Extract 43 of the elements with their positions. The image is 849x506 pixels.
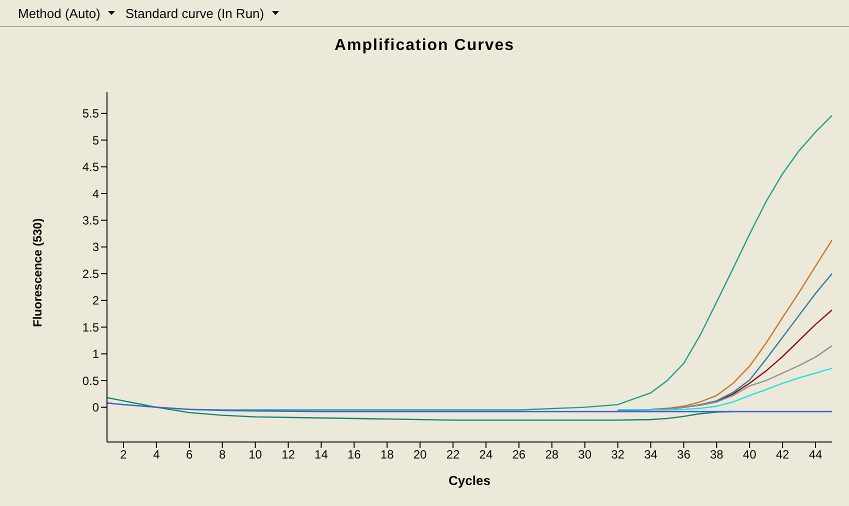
x-tick-label: 4 (153, 448, 160, 462)
x-tick-label: 30 (578, 448, 592, 462)
x-tick-label: 24 (479, 448, 493, 462)
y-tick-label: 3.5 (82, 214, 100, 228)
x-tick-label: 20 (413, 448, 428, 462)
x-axis-title: Cycles (448, 473, 490, 488)
y-tick-label: 0 (92, 400, 100, 415)
y-tick-label: 5 (92, 133, 100, 148)
x-tick-label: 8 (218, 448, 226, 462)
x-tick-label: 22 (446, 448, 460, 462)
y-tick-label: 2.5 (82, 266, 100, 281)
line-series (107, 397, 734, 421)
chart-title: Amplification Curves (333, 37, 516, 55)
x-tick-label: 34 (644, 448, 658, 462)
x-tick-label: 42 (776, 448, 790, 462)
x-tick-label: 38 (710, 448, 724, 462)
line-series (617, 368, 832, 411)
x-tick-label: 2 (120, 448, 128, 462)
y-tick-label: 5.5 (82, 106, 100, 121)
x-tick-label: 14 (314, 448, 328, 462)
y-axis-title: Fluorescence (530) (30, 218, 44, 327)
y-tick-label: 4.5 (82, 160, 100, 174)
y-tick-label: 0.5 (82, 374, 100, 388)
x-tick-label: 28 (545, 448, 559, 462)
x-tick-label: 18 (380, 448, 394, 462)
text: Method (Auto) (18, 6, 100, 20)
x-tick-label: 16 (347, 448, 362, 462)
text: Standard curve (In Run) (125, 6, 264, 20)
x-tick-label: 12 (282, 448, 296, 462)
y-tick-label: 4 (92, 186, 100, 201)
x-tick-label: 36 (677, 448, 691, 462)
line-series (107, 402, 832, 412)
y-tick-label: 3 (92, 240, 100, 254)
y-tick-label: 1 (92, 347, 100, 362)
x-tick-label: 40 (742, 448, 757, 462)
x-tick-label: 6 (186, 448, 194, 462)
x-tick-label: 44 (808, 448, 823, 462)
line-series (650, 239, 832, 410)
y-tick-label: 1.5 (82, 320, 100, 334)
x-tick-label: 32 (611, 448, 625, 462)
y-tick-label: 2 (92, 294, 100, 308)
x-tick-label: 10 (248, 448, 262, 462)
x-tick-label: 26 (512, 448, 526, 462)
